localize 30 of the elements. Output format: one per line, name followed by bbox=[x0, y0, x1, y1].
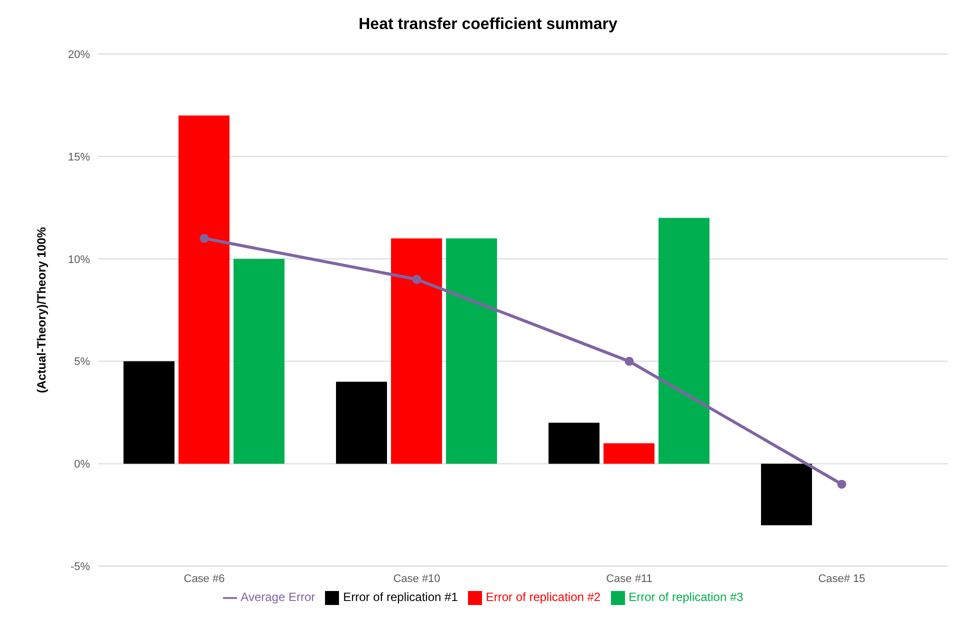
bar bbox=[658, 218, 710, 464]
point bbox=[412, 274, 422, 284]
point bbox=[837, 480, 846, 489]
bar bbox=[548, 422, 600, 464]
bar bbox=[446, 238, 497, 464]
bar bbox=[761, 464, 812, 526]
legend-label: Error of replication #1 bbox=[343, 590, 458, 604]
x-tick-label: Case #11 bbox=[606, 572, 652, 585]
x-tick-label: Case# 15 bbox=[818, 572, 866, 585]
bar bbox=[178, 115, 230, 464]
y-tick-label: 5% bbox=[74, 356, 90, 368]
legend-label: Error of replication #2 bbox=[486, 590, 601, 604]
x-tick-label: Case #6 bbox=[184, 572, 225, 585]
x-tick-label: Case #10 bbox=[393, 572, 440, 585]
y-tick-label: 0% bbox=[74, 458, 90, 471]
y-axis-title: (Actual-Theory)/Theory 100% bbox=[34, 226, 48, 394]
y-tick-label: -5% bbox=[70, 561, 90, 574]
bar bbox=[604, 443, 654, 464]
y-tick-label: 10% bbox=[68, 254, 90, 266]
point bbox=[624, 356, 634, 366]
bar bbox=[336, 382, 387, 464]
bar bbox=[391, 238, 442, 464]
legend-label: Error of replication #3 bbox=[628, 590, 744, 604]
bar bbox=[124, 361, 174, 464]
legend-label: Average Error bbox=[240, 590, 316, 604]
chart-title: Heat transfer coefficient summary bbox=[358, 15, 618, 35]
y-tick-label: 20% bbox=[68, 48, 90, 61]
y-tick-label: 15% bbox=[68, 151, 90, 164]
bar bbox=[234, 258, 284, 464]
point bbox=[200, 234, 209, 243]
